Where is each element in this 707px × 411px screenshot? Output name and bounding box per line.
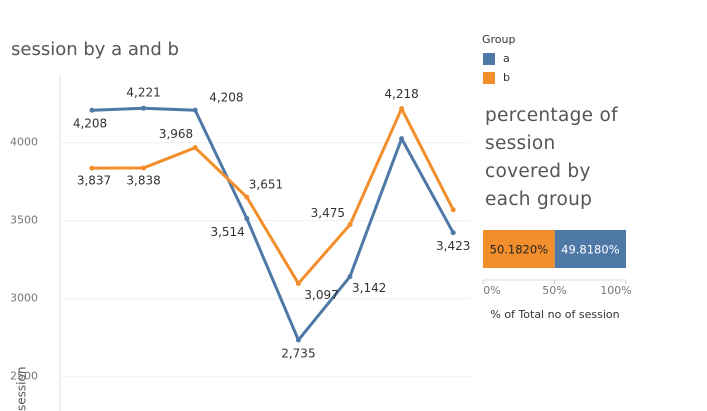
legend-title: Group — [482, 33, 516, 46]
y-tick-label: 3000 — [10, 292, 38, 305]
y-tick-label: 2500 — [10, 370, 38, 383]
data-label: 3,651 — [249, 178, 283, 192]
point — [244, 215, 250, 221]
point — [244, 194, 250, 200]
point — [450, 207, 456, 213]
bar-label: 50.1820% — [490, 243, 549, 257]
point — [141, 165, 147, 171]
data-label: 3,142 — [352, 281, 386, 295]
x-tick-label: 50% — [542, 284, 566, 297]
data-label: 3,968 — [159, 127, 193, 141]
bar-label: 49.8180% — [561, 243, 620, 257]
point — [399, 106, 405, 112]
point — [141, 105, 147, 111]
legend-swatch — [483, 72, 495, 84]
series-line — [91, 106, 455, 342]
point — [89, 107, 95, 113]
data-label: 4,208 — [209, 91, 243, 105]
series-line — [91, 107, 455, 286]
x-axis-label: % of Total no of session — [490, 308, 619, 321]
data-label: 3,514 — [210, 225, 244, 239]
point — [347, 274, 353, 280]
data-label: 4,218 — [384, 87, 418, 101]
data-label: 3,097 — [304, 288, 338, 302]
data-label: 3,838 — [126, 173, 160, 187]
chart-title: session by a and b — [11, 39, 179, 60]
point — [399, 136, 405, 142]
point — [450, 230, 456, 236]
y-tick-label: 4000 — [10, 136, 38, 149]
point — [192, 145, 198, 151]
y-axis-label: session — [15, 367, 29, 411]
x-tick-label: 0% — [483, 284, 500, 297]
data-label: 2,735 — [281, 347, 315, 361]
legend-label: a — [503, 52, 510, 65]
point — [295, 337, 301, 343]
y-tick-label: 3500 — [10, 214, 38, 227]
legend-swatch — [483, 53, 495, 65]
data-label: 3,423 — [436, 239, 470, 253]
point — [295, 281, 301, 287]
data-label: 4,221 — [126, 86, 160, 100]
data-label: 4,208 — [73, 117, 107, 131]
bar-segment — [554, 230, 626, 268]
bar-title: percentage of session covered by each gr… — [485, 105, 618, 210]
point — [192, 107, 198, 113]
legend-label: b — [503, 71, 510, 84]
data-label: 3,475 — [311, 206, 345, 220]
bar-segment — [483, 230, 555, 268]
data-label: 3,837 — [77, 174, 111, 188]
point — [89, 165, 95, 171]
point — [347, 222, 353, 228]
x-tick-label: 100% — [600, 284, 631, 297]
